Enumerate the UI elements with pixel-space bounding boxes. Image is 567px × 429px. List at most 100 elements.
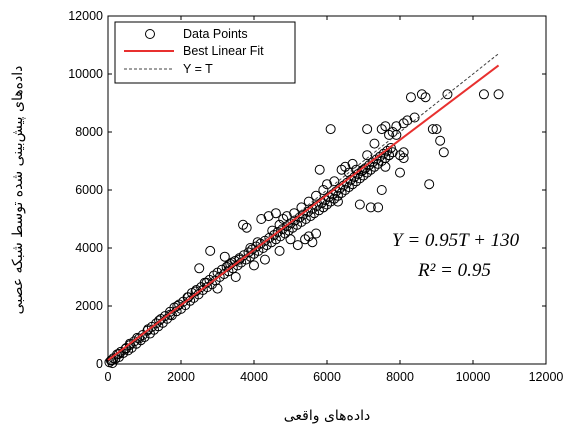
data-point xyxy=(280,228,291,239)
data-point xyxy=(106,355,117,366)
data-point xyxy=(380,161,391,172)
data-point xyxy=(322,179,332,190)
y-tick-label: 4000 xyxy=(75,241,103,255)
data-point xyxy=(362,167,373,178)
data-point xyxy=(212,283,223,294)
data-point xyxy=(259,254,270,265)
legend: Data Points Best Linear Fit Y = T xyxy=(114,21,296,84)
data-point xyxy=(365,164,376,175)
data-point xyxy=(420,92,431,103)
data-point xyxy=(424,179,435,190)
y-tick-label: 10000 xyxy=(68,67,103,81)
data-point xyxy=(340,161,351,172)
legend-label-points: Data Points xyxy=(183,27,248,41)
data-point xyxy=(292,240,303,251)
data-point xyxy=(278,214,289,224)
data-point xyxy=(121,343,132,354)
y-tick-label: 0 xyxy=(96,357,103,371)
data-point xyxy=(427,124,438,135)
data-point xyxy=(431,124,442,135)
data-point xyxy=(369,138,380,149)
data-point xyxy=(416,89,427,100)
data-point xyxy=(309,208,320,219)
data-point xyxy=(307,237,318,248)
y-tick-label: 6000 xyxy=(75,183,103,197)
data-point xyxy=(318,185,329,195)
data-point xyxy=(300,234,311,245)
data-point xyxy=(281,211,292,222)
data-point xyxy=(362,150,373,161)
data-point xyxy=(303,196,314,207)
y-tick-label: 2000 xyxy=(75,299,103,313)
y-axis-ticks: 0 2000 4000 6000 8000 10000 12000 xyxy=(68,9,546,371)
x-tick-label: 10000 xyxy=(456,370,491,384)
data-point xyxy=(347,158,358,169)
data-point xyxy=(113,348,124,359)
data-point xyxy=(354,199,365,210)
data-point xyxy=(296,202,307,213)
data-point xyxy=(269,229,280,240)
data-point xyxy=(205,245,216,256)
data-point xyxy=(442,89,453,100)
data-point xyxy=(358,170,369,181)
data-point xyxy=(395,167,405,178)
data-point xyxy=(438,147,449,158)
data-point xyxy=(391,121,402,132)
data-point xyxy=(219,251,230,262)
legend-box xyxy=(114,21,296,84)
data-point xyxy=(311,228,322,239)
y-tick-label: 8000 xyxy=(75,125,103,139)
data-point xyxy=(274,219,285,230)
data-point xyxy=(398,153,409,164)
data-point xyxy=(289,208,300,219)
x-axis-ticks: 0 2000 4000 6000 8000 10000 12000 xyxy=(105,16,563,384)
data-point xyxy=(322,199,332,210)
data-point xyxy=(385,142,396,153)
data-point xyxy=(405,92,416,103)
data-points xyxy=(104,89,504,369)
data-point xyxy=(270,208,281,219)
data-point xyxy=(384,129,395,140)
data-point xyxy=(332,190,343,201)
data-point xyxy=(154,315,165,326)
data-point xyxy=(336,187,347,198)
data-point xyxy=(351,176,362,187)
data-point xyxy=(275,231,286,242)
x-tick-label: 6000 xyxy=(313,370,341,384)
data-point xyxy=(398,147,409,158)
data-point xyxy=(329,176,340,187)
data-point xyxy=(329,193,340,204)
data-point xyxy=(343,182,354,193)
data-point xyxy=(303,231,314,242)
data-point xyxy=(305,211,316,222)
data-point xyxy=(398,118,409,129)
data-point xyxy=(493,89,504,100)
x-axis-label: داده‌های واقعی xyxy=(284,408,371,424)
data-point xyxy=(143,324,154,335)
best-linear-fit-line xyxy=(107,64,500,362)
x-tick-label: 8000 xyxy=(386,370,414,384)
data-point xyxy=(332,196,343,207)
y-tick-label: 12000 xyxy=(68,9,103,23)
legend-label-identity: Y = T xyxy=(183,62,213,76)
y-axis-label: داده‌های پیش‌بینی شده توسط شبکه عصبی xyxy=(10,66,26,315)
data-point xyxy=(376,185,387,195)
data-point xyxy=(172,301,183,311)
r-squared: R² = 0.95 xyxy=(417,260,491,281)
data-point xyxy=(243,247,254,258)
data-point xyxy=(238,219,249,230)
data-point xyxy=(263,211,274,222)
data-point xyxy=(249,260,259,271)
data-point xyxy=(234,254,245,265)
data-point xyxy=(409,112,420,123)
data-point xyxy=(165,309,176,320)
legend-marker-points xyxy=(145,29,155,39)
data-point xyxy=(132,332,143,343)
data-point xyxy=(256,214,267,224)
data-point xyxy=(395,150,405,161)
data-point xyxy=(230,272,241,282)
data-point xyxy=(340,185,351,195)
data-point xyxy=(369,161,380,172)
data-point xyxy=(373,158,384,169)
